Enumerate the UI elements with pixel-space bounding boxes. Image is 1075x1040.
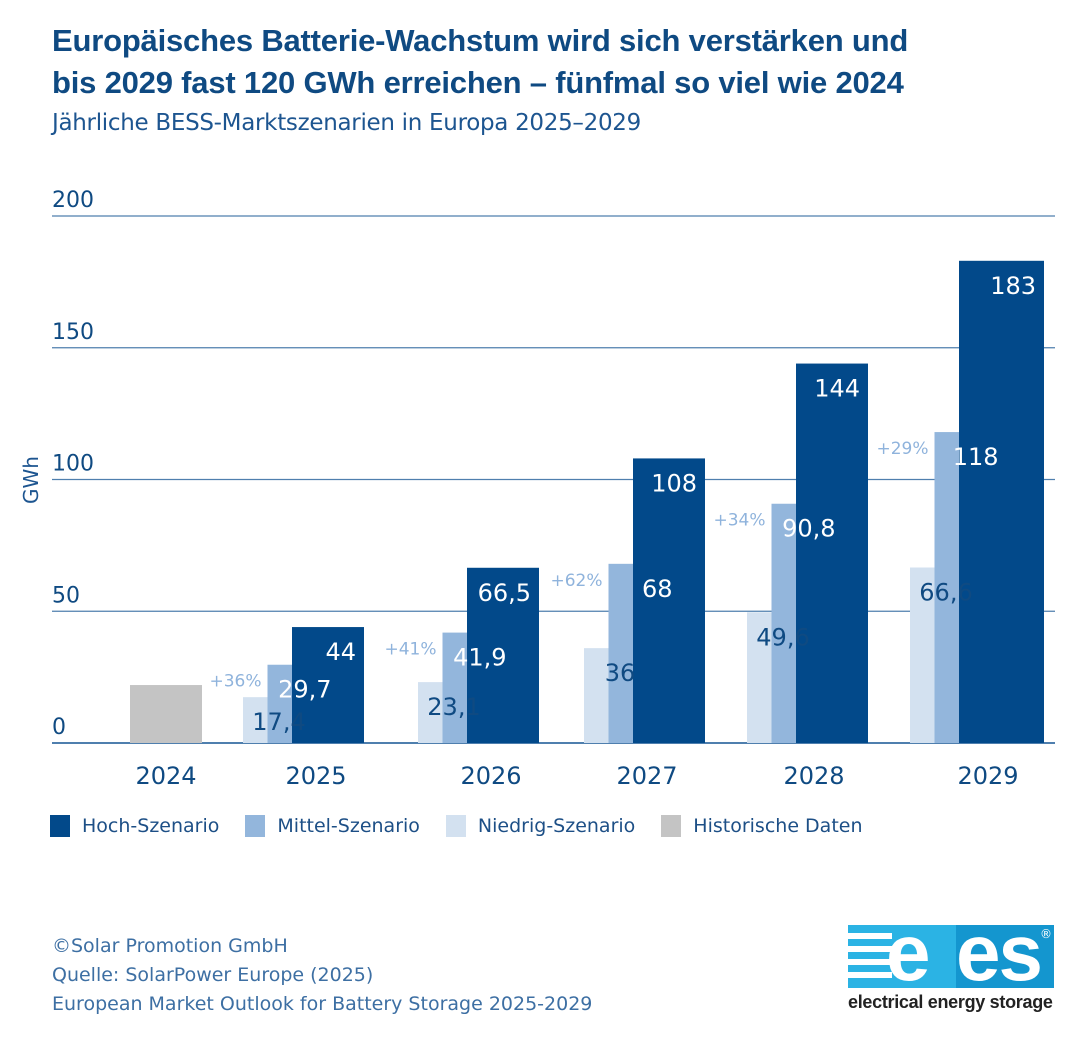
logo-mark: e es ® — [848, 913, 1054, 993]
bar-layer — [130, 260, 1044, 743]
x-tick-label-2024: 2024 — [135, 762, 196, 790]
label-layer: 2024 2025 2026 2027 2028 2029 17,4 23,1 36 49,6 66… — [135, 272, 1036, 790]
y-tick-label-50: 50 — [52, 583, 80, 608]
legend-swatch-historisch — [661, 815, 682, 837]
chart-title: Europäisches Batterie-Wachstum wird sich… — [52, 20, 908, 104]
bar-hoch-2029 — [959, 260, 1044, 743]
growth-annotation-2028: +34% — [713, 511, 765, 531]
copyright-text: ©Solar Promotion GmbH — [52, 935, 288, 957]
data-label-niedrig-2029: 66,6 — [919, 579, 972, 607]
bar-chart: 0 50 100 150 200 2024 2025 2026 2027 2028 2029 17,… — [19, 188, 1055, 790]
logo-mark-right-panel — [956, 925, 1054, 988]
source-text: Quelle: SolarPower Europe (2025) — [52, 964, 374, 986]
publication-text: European Market Outlook for Battery Stor… — [52, 993, 593, 1015]
legend-swatch-mittel — [245, 815, 266, 837]
chart-title-line-1: Europäisches Batterie-Wachstum wird sich… — [52, 23, 909, 58]
x-tick-label-2028: 2028 — [783, 762, 844, 790]
bar-hoch-2025 — [292, 627, 364, 743]
legend-label-historisch: Historische Daten — [693, 815, 863, 837]
data-label-hoch-2027: 108 — [651, 469, 697, 497]
legend-item-niedrig: Niedrig-Szenario — [445, 815, 636, 837]
data-label-mittel-2026: 41,9 — [453, 644, 506, 672]
growth-annotation-2029: +29% — [876, 439, 928, 459]
growth-annotation-2025: +36% — [209, 672, 261, 692]
x-tick-label-2026: 2026 — [460, 762, 521, 790]
growth-annotation-2026: +41% — [384, 640, 436, 660]
growth-annotation-2027: +62% — [550, 571, 602, 591]
data-label-hoch-2028: 144 — [814, 375, 860, 403]
legend-swatch-niedrig — [445, 815, 466, 837]
y-tick-label-0: 0 — [52, 715, 66, 740]
legend-item-mittel: Mittel-Szenario — [245, 815, 420, 837]
x-tick-label-2029: 2029 — [957, 762, 1018, 790]
bar-hoch-2027 — [633, 458, 705, 743]
chart-title-line-2: bis 2029 fast 120 GWh erreichen – fünfma… — [52, 65, 904, 100]
x-tick-label-2025: 2025 — [285, 762, 346, 790]
legend-label-mittel: Mittel-Szenario — [277, 815, 420, 837]
footer: ©Solar Promotion GmbH Quelle: SolarPower… — [52, 932, 592, 1019]
y-axis-label: GWh — [19, 456, 43, 504]
data-label-mittel-2025: 29,7 — [278, 676, 331, 704]
bar-hoch-2028 — [796, 363, 868, 743]
legend-label-hoch: Hoch-Szenario — [82, 815, 220, 837]
data-label-niedrig-2026: 23,1 — [427, 693, 480, 721]
legend-swatch-hoch — [50, 815, 70, 837]
chart-subtitle: Jährliche BESS-Marktszenarien in Europa … — [52, 110, 641, 136]
x-tick-label-2027: 2027 — [616, 762, 677, 790]
logo-letters-es: es — [956, 908, 1043, 997]
logo-lines-icon — [848, 933, 892, 985]
y-tick-label-150: 150 — [52, 320, 94, 345]
data-label-mittel-2027: 68 — [642, 575, 673, 603]
legend: Hoch-Szenario Mittel-Szenario Niedrig-Sz… — [50, 815, 889, 837]
data-label-niedrig-2027: 36 — [605, 659, 636, 687]
data-label-hoch-2025: 44 — [325, 638, 356, 666]
ees-logo: e es ® electrical energy storage — [848, 913, 1054, 1013]
logo-letter-e: e — [886, 908, 931, 997]
bar-historisch-2024 — [130, 685, 202, 743]
legend-item-hoch: Hoch-Szenario — [50, 815, 219, 837]
legend-label-niedrig: Niedrig-Szenario — [477, 815, 636, 837]
logo-tagline: electrical energy storage — [848, 992, 1053, 1012]
data-label-hoch-2029: 183 — [990, 272, 1036, 300]
data-label-hoch-2026: 66,5 — [478, 579, 531, 607]
y-tick-label-100: 100 — [52, 452, 94, 477]
data-label-mittel-2029: 118 — [953, 443, 999, 471]
registered-icon: ® — [1040, 927, 1052, 941]
grid-layer: 0 50 100 150 200 — [52, 188, 1055, 744]
data-label-mittel-2028: 90,8 — [782, 515, 835, 543]
bar-hoch-2026 — [467, 567, 539, 743]
y-tick-label-200: 200 — [52, 188, 94, 213]
legend-item-historisch: Historische Daten — [661, 815, 863, 837]
data-label-niedrig-2028: 49,6 — [756, 623, 809, 651]
data-label-niedrig-2025: 17,4 — [252, 708, 305, 736]
